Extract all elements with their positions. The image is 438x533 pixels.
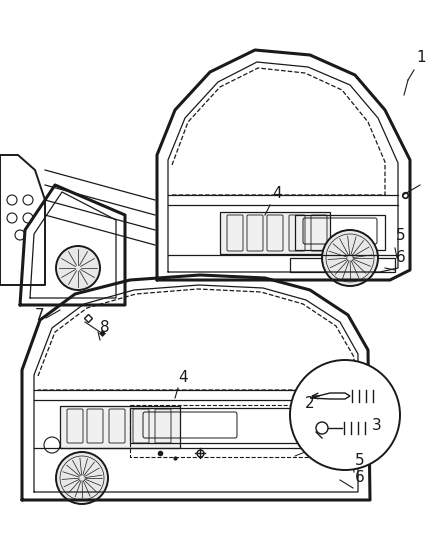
Text: 4: 4: [178, 370, 187, 385]
Circle shape: [56, 452, 108, 504]
Text: 6: 6: [396, 250, 406, 265]
Text: 7: 7: [35, 308, 45, 323]
Text: 3: 3: [372, 418, 382, 433]
Text: 4: 4: [272, 186, 282, 201]
Circle shape: [290, 360, 400, 470]
Text: 1: 1: [416, 50, 426, 65]
FancyBboxPatch shape: [220, 212, 330, 254]
FancyBboxPatch shape: [60, 406, 180, 448]
Circle shape: [56, 246, 100, 290]
Circle shape: [322, 230, 378, 286]
Text: 5: 5: [396, 228, 406, 243]
Text: 6: 6: [355, 470, 365, 485]
Text: 5: 5: [355, 453, 364, 468]
Text: 2: 2: [305, 396, 314, 411]
Text: 8: 8: [100, 320, 110, 335]
